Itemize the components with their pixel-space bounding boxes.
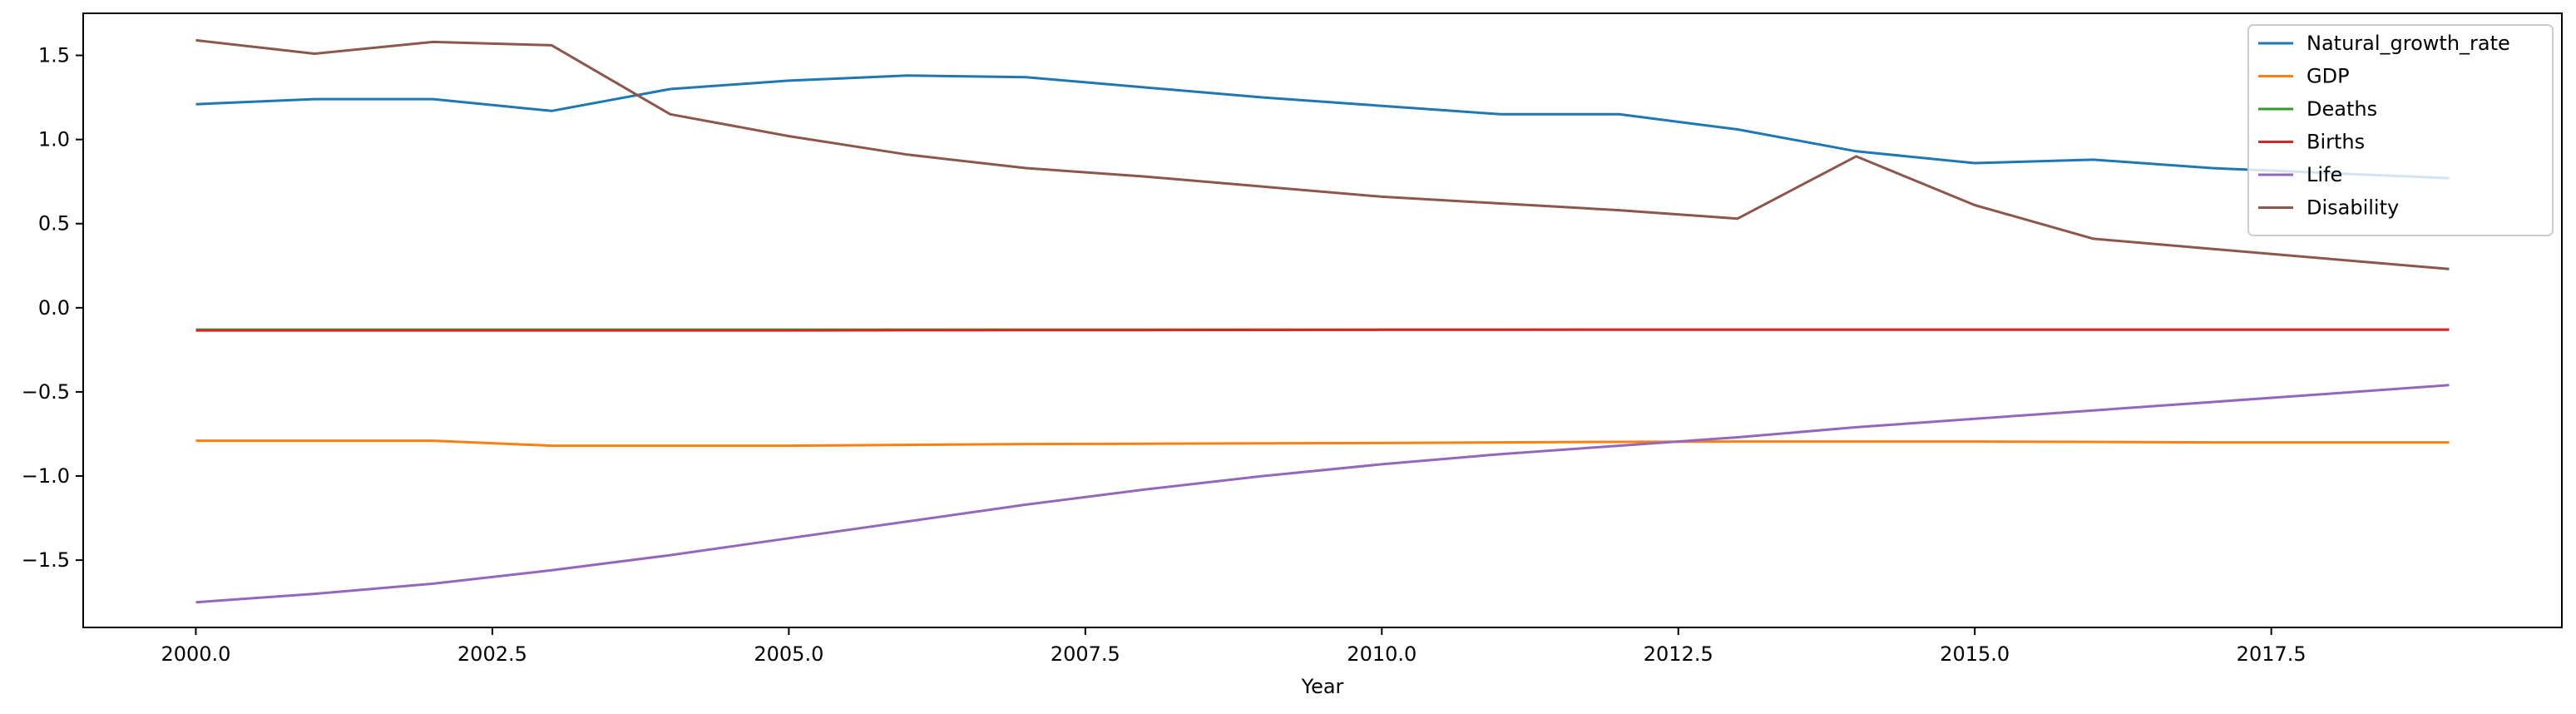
x-axis: 2000.0 2002.5 2005.0 2007.5 2010.0 2012.5 2015… xyxy=(161,627,2307,666)
y-tick-label: 0.0 xyxy=(38,296,70,320)
x-tick-label: 2002.5 xyxy=(457,642,527,666)
legend-label-births: Births xyxy=(2307,131,2365,154)
y-tick-label: −1.0 xyxy=(22,464,70,488)
legend: Natural_growth_rate GDP Deaths Births Life Di… xyxy=(2247,24,2554,236)
x-tick-label: 2000.0 xyxy=(161,642,230,666)
legend-label-deaths: Deaths xyxy=(2307,97,2377,121)
x-tick-label: 2015.0 xyxy=(1940,642,2010,666)
legend-label-disability: Disability xyxy=(2307,196,2399,220)
x-tick-label: 2010.0 xyxy=(1347,642,1417,666)
x-tick-label: 2007.5 xyxy=(1051,642,1120,666)
plot-frame xyxy=(82,12,2563,628)
series-line-gdp xyxy=(195,439,2450,448)
y-tick-label: 1.0 xyxy=(38,128,70,151)
series-line-life xyxy=(195,384,2450,604)
series-line-disability xyxy=(195,38,2450,270)
y-tick-label: −0.5 xyxy=(22,380,70,404)
x-axis-title: Year xyxy=(1301,675,1344,698)
series-layer xyxy=(195,38,2450,604)
y-tick-label: 1.5 xyxy=(38,44,70,67)
x-tick-label: 2005.0 xyxy=(754,642,823,666)
y-axis: 1.5 1.0 0.5 0.0 −0.5 −1.0 −1.5 xyxy=(22,44,83,572)
legend-label-life: Life xyxy=(2307,163,2342,186)
y-tick-label: −1.5 xyxy=(22,548,70,572)
legend-label-gdp: GDP xyxy=(2307,65,2350,88)
y-tick-label: 0.5 xyxy=(38,212,70,236)
series-line-natural-growth-rate xyxy=(195,74,2450,180)
x-tick-label: 2017.5 xyxy=(2237,642,2307,666)
x-tick-label: 2012.5 xyxy=(1644,642,1713,666)
legend-label-natural-growth-rate: Natural_growth_rate xyxy=(2307,32,2510,55)
legend-box xyxy=(2247,24,2554,236)
